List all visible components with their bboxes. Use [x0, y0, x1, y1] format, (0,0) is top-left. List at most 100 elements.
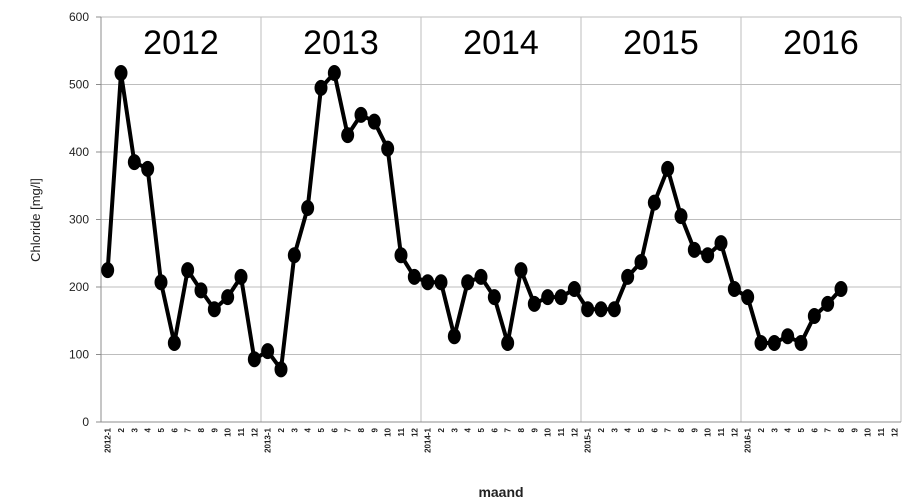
x-tick-label: 3: [450, 427, 459, 432]
x-tick-label: 12: [890, 427, 899, 436]
year-label: 2016: [783, 24, 859, 62]
data-point: [274, 361, 288, 378]
x-tick-label: 10: [224, 427, 233, 436]
x-tick-label: 3: [130, 427, 139, 432]
series-points: [101, 65, 848, 378]
data-point: [661, 160, 675, 177]
x-tick-label: 2: [757, 427, 766, 432]
x-tick-label: 9: [370, 427, 379, 432]
x-tick-label: 7: [664, 427, 673, 432]
x-tick-label: 2014-1: [424, 427, 433, 452]
x-tick-label: 4: [144, 427, 153, 432]
data-point: [794, 335, 808, 352]
x-tick-label: 10: [864, 427, 873, 436]
data-point: [674, 208, 688, 225]
x-tick-label: 11: [237, 427, 246, 436]
data-point: [781, 328, 795, 345]
x-tick-label: 7: [184, 427, 193, 432]
x-tick-label: 2015-1: [584, 427, 593, 452]
data-point: [367, 113, 381, 130]
data-point: [234, 268, 248, 285]
x-tick-label: 11: [397, 427, 406, 436]
x-tick-label: 3: [290, 427, 299, 432]
y-tick-label: 300: [69, 213, 89, 227]
data-point: [501, 335, 515, 352]
x-tick-label: 5: [157, 427, 166, 432]
data-point: [354, 106, 368, 123]
data-point: [634, 254, 648, 271]
data-point: [301, 200, 315, 217]
x-tick-label: 2: [597, 427, 606, 432]
x-tick-label: 8: [837, 427, 846, 432]
data-point: [421, 274, 435, 291]
x-tick-label: 8: [357, 427, 366, 432]
data-point: [581, 301, 595, 318]
data-point: [607, 301, 621, 318]
x-tick-label: 11: [557, 427, 566, 436]
x-tick-label: 8: [197, 427, 206, 432]
data-point: [821, 295, 835, 312]
data-point: [114, 65, 128, 82]
data-point: [434, 274, 448, 291]
data-point: [141, 160, 155, 177]
x-tick-label: 11: [717, 427, 726, 436]
data-point: [487, 289, 501, 306]
series-line: [105, 71, 843, 372]
x-tick-label: 7: [344, 427, 353, 432]
x-tick-label: 4: [464, 427, 473, 432]
x-tick-label: 6: [170, 427, 179, 432]
x-tick-label: 4: [304, 427, 313, 432]
data-point: [154, 274, 168, 291]
data-point: [127, 154, 141, 171]
data-point: [594, 301, 608, 318]
data-point: [247, 351, 261, 368]
data-point: [527, 295, 541, 312]
data-point: [621, 268, 635, 285]
data-point: [567, 281, 581, 298]
y-tick-labels: 0 100 200 300 400 500 600: [69, 10, 89, 429]
x-tick-label: 9: [850, 427, 859, 432]
data-point: [167, 335, 181, 352]
data-point: [461, 274, 475, 291]
year-label: 2012: [143, 24, 219, 62]
data-point: [474, 268, 488, 285]
y-axis-title: Chloride [mg/l]: [28, 178, 43, 262]
data-point: [541, 289, 555, 306]
data-point: [394, 247, 408, 264]
x-tick-label: 5: [797, 427, 806, 432]
series-line-path: [105, 71, 843, 372]
y-tick-label: 600: [69, 10, 89, 24]
y-tick-label: 200: [69, 280, 89, 294]
data-point: [381, 140, 395, 157]
data-point: [767, 335, 781, 352]
x-tick-label: 12: [570, 427, 579, 436]
x-tick-label: 10: [704, 427, 713, 436]
grid: [100, 16, 902, 423]
data-point: [807, 308, 821, 325]
x-tick-label: 2013-1: [264, 427, 273, 452]
x-tick-label: 12: [730, 427, 739, 436]
data-point: [701, 247, 715, 264]
x-tick-label: 5: [477, 427, 486, 432]
x-tick-label: 9: [690, 427, 699, 432]
x-tick-label: 5: [317, 427, 326, 432]
x-tick-label: 2: [437, 427, 446, 432]
data-point: [261, 343, 275, 360]
data-point: [514, 262, 528, 279]
x-tick-labels: 2012-1 2 3 4 5 6 7 8 9 10 11 12 2013-1 2 3 4 5 6 7 8 9 10 11 12…: [104, 427, 900, 452]
x-tick-label: 12: [250, 427, 259, 436]
data-point: [447, 328, 461, 345]
x-tick-label: 9: [210, 427, 219, 432]
y-tick-label: 500: [69, 78, 89, 92]
x-tick-label: 6: [330, 427, 339, 432]
x-tick-label: 5: [637, 427, 646, 432]
year-labels: 2012 2013 2014 2015 2016: [143, 24, 859, 62]
data-point: [341, 127, 355, 144]
x-tick-label: 3: [770, 427, 779, 432]
x-tick-label: 2: [277, 427, 286, 432]
data-point: [194, 282, 208, 299]
x-tick-label: 2016-1: [744, 427, 753, 452]
data-point: [181, 262, 195, 279]
